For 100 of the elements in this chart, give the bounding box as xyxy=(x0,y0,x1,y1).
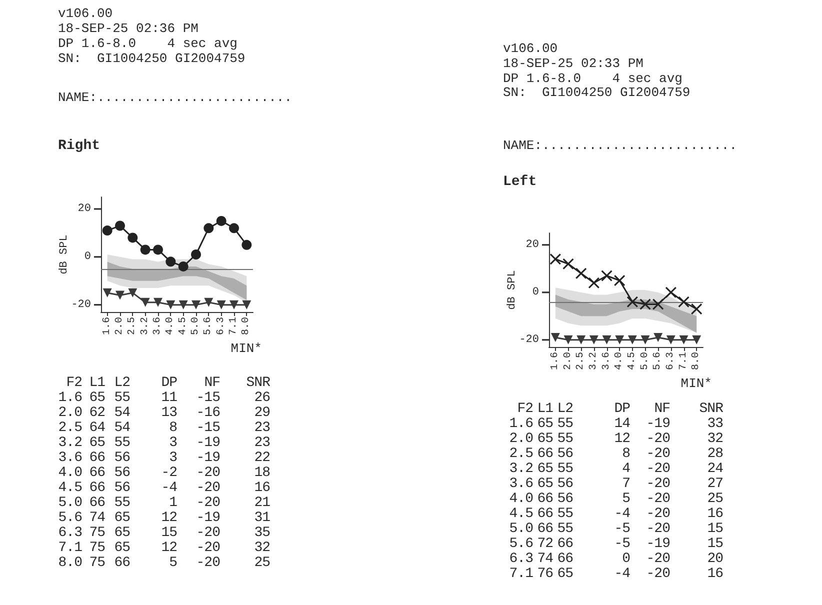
data-label: -20 xyxy=(196,540,220,556)
data-label: 65 xyxy=(537,476,553,492)
point xyxy=(692,335,702,344)
point xyxy=(115,220,125,231)
category-label: 3.2 xyxy=(509,461,533,477)
data-label: 54 xyxy=(114,420,130,436)
point xyxy=(626,296,638,308)
x-tick-label: 5.6 xyxy=(652,352,664,370)
text: NAME:......................... xyxy=(503,138,738,153)
text: 18-SEP-25 02:33 PM xyxy=(503,56,644,71)
text: SNR xyxy=(699,401,723,417)
x-tick-label: 1.6 xyxy=(102,317,113,336)
point xyxy=(178,300,188,310)
x-tick-label: 4.0 xyxy=(165,317,176,336)
point xyxy=(640,335,650,344)
text: SN: GI1004250 GI2004759 xyxy=(503,85,690,100)
point xyxy=(230,300,238,310)
data-label: 35 xyxy=(254,525,270,541)
x-tick-label: 7.1 xyxy=(678,352,690,370)
x-tick-label: 5.6 xyxy=(203,317,214,336)
point xyxy=(216,300,226,310)
data-label: 18 xyxy=(254,465,270,481)
category-label: 2.0 xyxy=(58,405,82,421)
data-label: 65 xyxy=(537,416,553,432)
x-tick-label: 8.0 xyxy=(241,317,252,336)
data-label: -2 xyxy=(161,465,177,481)
point xyxy=(140,298,150,307)
point xyxy=(665,286,676,298)
data-label: -16 xyxy=(196,405,220,421)
x-tick-label: 8.0 xyxy=(691,352,702,370)
data-label: 32 xyxy=(254,540,270,556)
data-label: 28 xyxy=(707,446,723,462)
x-tick-label: 3.2 xyxy=(588,352,600,370)
point xyxy=(128,288,138,298)
data-label: 15 xyxy=(161,525,177,541)
point xyxy=(628,335,637,344)
data-label: 12 xyxy=(161,540,177,556)
data-label: 65 xyxy=(537,461,553,477)
data-label: 25 xyxy=(707,491,723,507)
category-label: 3.2 xyxy=(58,435,82,451)
data-label: 66 xyxy=(537,491,553,507)
point xyxy=(229,223,239,234)
data-label: 65 xyxy=(114,510,130,526)
data-label: 16 xyxy=(254,480,270,496)
text: DP xyxy=(161,375,177,391)
text: L1 xyxy=(537,401,553,417)
x-tick-label: 1.6 xyxy=(550,352,561,370)
point xyxy=(562,258,574,270)
text: L2 xyxy=(557,401,573,417)
y-tick-label: 0 xyxy=(532,286,539,298)
data-label: 65 xyxy=(114,540,130,556)
data-label: -5 xyxy=(614,521,630,537)
point xyxy=(166,300,176,310)
data-label: 55 xyxy=(557,461,573,477)
x-tick-label: 5.0 xyxy=(190,317,202,336)
data-label: -20 xyxy=(646,431,670,447)
point xyxy=(602,335,612,344)
category-label: 7.1 xyxy=(509,566,533,582)
data-label: 55 xyxy=(557,521,573,537)
data-label: 66 xyxy=(537,446,553,462)
text: NF xyxy=(654,401,670,417)
text: L1 xyxy=(89,375,105,391)
point xyxy=(589,335,598,344)
data-label: -20 xyxy=(646,446,670,462)
point xyxy=(102,226,112,236)
y-tick-label: 0 xyxy=(84,250,91,263)
point xyxy=(691,304,702,314)
x-tick-label: 6.3 xyxy=(216,317,227,336)
data-label: 56 xyxy=(557,446,573,462)
category-label: 5.0 xyxy=(509,521,533,537)
data-label: 55 xyxy=(557,506,573,522)
data-label: 74 xyxy=(89,510,105,526)
data-label: 32 xyxy=(707,431,723,447)
point xyxy=(576,268,587,279)
category-label: 1.6 xyxy=(509,416,533,432)
data-label: 11 xyxy=(161,390,177,406)
data-label: 15 xyxy=(707,521,723,537)
category-label: 6.3 xyxy=(509,551,533,567)
point xyxy=(178,261,188,272)
x-tick-label: 2.0 xyxy=(114,317,126,336)
text: DP xyxy=(614,401,630,417)
text: DP 1.6-8.0 4 sec avg xyxy=(503,71,682,86)
data-label: 66 xyxy=(89,465,105,481)
data-label: -20 xyxy=(646,491,670,507)
point xyxy=(166,256,176,267)
data-label: 66 xyxy=(537,506,553,522)
text: NF xyxy=(204,375,220,391)
data-label: 15 xyxy=(707,536,723,552)
data-label: 66 xyxy=(557,536,573,552)
data-label: 16 xyxy=(707,566,723,582)
point xyxy=(550,333,560,342)
data-label: 27 xyxy=(707,476,723,492)
point xyxy=(192,300,200,310)
category-label: 4.5 xyxy=(58,480,82,496)
y-tick-label: 20 xyxy=(78,202,91,215)
point xyxy=(242,240,252,250)
category-label: 2.5 xyxy=(58,420,82,436)
data-label: 65 xyxy=(89,390,105,406)
data-label: 66 xyxy=(557,551,573,567)
y-axis-title: dB SPL xyxy=(58,234,70,274)
